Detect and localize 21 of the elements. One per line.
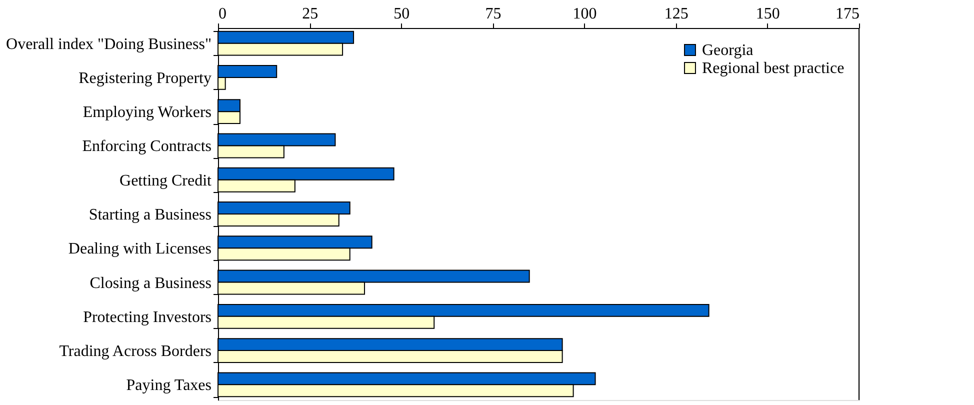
- x-tick-label: 175: [836, 6, 860, 22]
- y-tick-label: Protecting Investors: [83, 308, 212, 326]
- y-tick-label: Enforcing Contracts: [82, 138, 212, 156]
- y-tick-label: Closing a Business: [90, 274, 212, 292]
- legend-label: Regional best practice: [702, 60, 844, 77]
- y-tick-label: Paying Taxes: [126, 377, 212, 394]
- x-tick-label: 100: [572, 6, 597, 22]
- x-tick-label: 150: [756, 6, 780, 22]
- y-tick-label: Trading Across Borders: [59, 343, 212, 360]
- y-tick-label: Employing Workers: [82, 104, 212, 122]
- x-tick-label: 75: [485, 6, 502, 22]
- y-tick-label: Registering Property: [78, 70, 212, 87]
- legend-label: Georgia: [702, 42, 754, 59]
- y-tick-label: Overall index "Doing Business": [6, 36, 212, 53]
- x-tick-label: 50: [394, 6, 410, 22]
- x-tick-label: 25: [302, 6, 318, 22]
- y-tick-label: Getting Credit: [120, 172, 212, 190]
- y-tick-label: Starting a Business: [88, 206, 212, 224]
- x-tick-label: 125: [664, 6, 688, 22]
- x-tick-label: 0: [218, 6, 226, 22]
- y-tick-label: Dealing with Licenses: [68, 240, 212, 258]
